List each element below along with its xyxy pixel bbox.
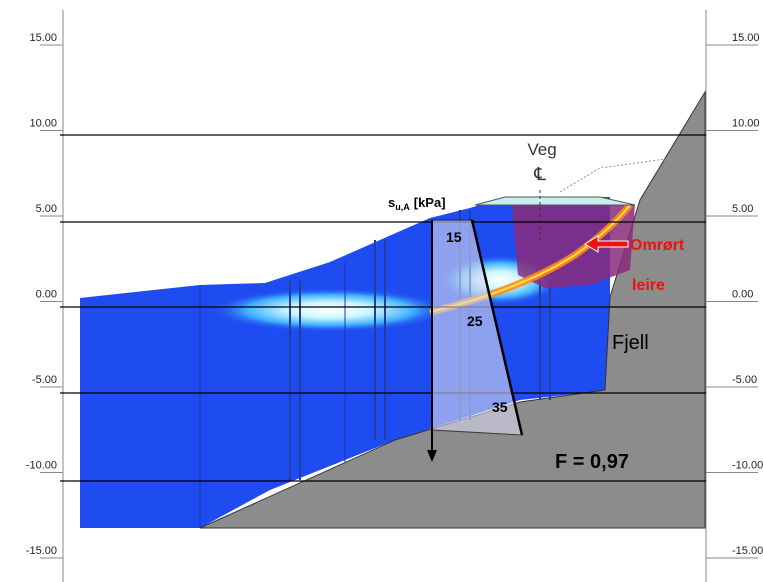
left-tick-label: -15.00 [26, 545, 57, 557]
su-subscript: u,A [395, 202, 410, 212]
centerline-symbol: ℄ [533, 164, 546, 184]
remoulded-label: leire [632, 277, 665, 294]
right-tick-label: -10.00 [732, 460, 763, 472]
road-label: Veg [527, 140, 556, 159]
right-tick-label: 15.00 [732, 32, 760, 44]
profile-label: 35 [492, 399, 508, 415]
right-tick-label: 10.00 [732, 118, 760, 130]
embankment [475, 197, 635, 205]
su-symbol: s [388, 195, 395, 210]
right-tick-label: 0.00 [732, 289, 753, 301]
su-unit: [kPa] [414, 195, 446, 210]
left-tick-label: 5.00 [36, 203, 57, 215]
right-tick-label: -15.00 [732, 545, 763, 557]
profile-label: 25 [467, 313, 483, 329]
profile-label: 15 [446, 229, 462, 245]
su-label: su,A [kPa] [388, 195, 446, 212]
left-tick-label: -10.00 [26, 460, 57, 472]
left-tick-label: 10.00 [29, 118, 57, 130]
remoulded-label: Omrørt [630, 237, 685, 254]
left-tick-label: 15.00 [29, 32, 57, 44]
slip-zone [210, 288, 450, 332]
right-tick-label: -5.00 [732, 374, 757, 386]
left-tick-label: -5.00 [32, 374, 57, 386]
cross-section: Veg ℄ su,A [kPa] 15 25 35 Omrørt leire Fj… [0, 0, 763, 582]
safety-factor: F = 0,97 [555, 451, 629, 473]
rock-label: Fjell [612, 332, 649, 354]
left-tick-label: 0.00 [36, 289, 57, 301]
right-tick-label: 5.00 [732, 203, 753, 215]
